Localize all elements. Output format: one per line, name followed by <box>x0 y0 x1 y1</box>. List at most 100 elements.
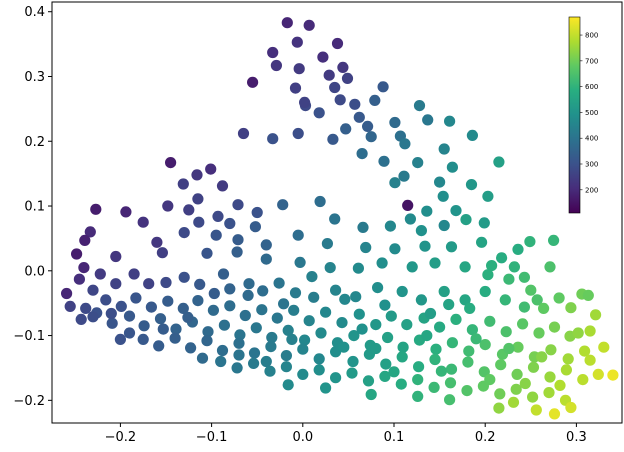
scatter-point <box>429 257 441 269</box>
scatter-point <box>266 331 278 344</box>
scatter-point <box>536 351 548 363</box>
scatter-point <box>444 394 456 406</box>
scatter-point <box>308 291 320 303</box>
scatter-point <box>560 364 573 376</box>
scatter-point <box>224 283 236 295</box>
scatter-point <box>429 353 441 366</box>
scatter-point <box>90 203 102 215</box>
scatter-point <box>210 229 222 241</box>
scatter-point <box>143 278 155 290</box>
x-tick-label: 0.2 <box>475 430 496 445</box>
scatter-point <box>78 262 90 274</box>
scatter-point <box>466 129 478 141</box>
scatter-point <box>224 217 236 230</box>
scatter-point <box>313 353 325 365</box>
scatter-point <box>419 240 431 252</box>
scatter-point <box>463 345 475 357</box>
scatter-point <box>289 287 302 299</box>
scatter-point <box>362 120 374 132</box>
scatter-point <box>250 322 262 334</box>
scatter-point <box>444 115 456 127</box>
scatter-point <box>162 295 174 307</box>
scatter-point <box>438 219 450 232</box>
scatter-point <box>459 294 471 306</box>
scatter-point <box>365 131 377 143</box>
scatter-point <box>461 385 473 397</box>
scatter-point <box>415 225 427 237</box>
scatter-point <box>544 371 556 383</box>
scatter-point <box>582 289 594 301</box>
scatter-point <box>278 298 290 310</box>
scatter-point <box>100 294 112 306</box>
scatter-point <box>348 330 360 342</box>
y-tick-label: 0.4 <box>24 5 45 20</box>
scatter-point <box>510 383 522 395</box>
scatter-point <box>464 302 476 314</box>
scatter-point <box>114 333 126 345</box>
scatter-point <box>192 295 204 307</box>
scatter-point <box>339 293 351 305</box>
scatter-point <box>499 294 511 306</box>
scatter-point <box>170 323 182 335</box>
scatter-point <box>237 127 250 140</box>
scatter-point <box>478 366 490 378</box>
scatter-point <box>273 277 285 289</box>
y-tick-label: 0.1 <box>24 200 45 215</box>
scatter-point <box>385 310 397 322</box>
scatter-point <box>530 404 542 416</box>
scatter-point <box>215 355 227 368</box>
scatter-point <box>360 241 372 254</box>
x-tick-label: −0.1 <box>196 430 228 445</box>
scatter-point <box>177 302 189 314</box>
scatter-point <box>527 361 540 373</box>
scatter-point <box>365 388 377 401</box>
scatter-point <box>157 323 169 335</box>
scatter-point <box>193 216 205 228</box>
scatter-point <box>282 379 294 391</box>
scatter-point <box>484 315 496 327</box>
scatter-point <box>493 156 505 168</box>
scatter-point <box>353 111 365 123</box>
scatter-point <box>500 326 512 338</box>
scatter-point <box>265 341 277 353</box>
scatter-point <box>218 319 230 331</box>
scatter-point <box>232 234 244 246</box>
scatter-point <box>169 332 181 344</box>
scatter-point <box>94 268 106 280</box>
scatter-point <box>321 238 333 250</box>
scatter-point <box>479 339 491 351</box>
scatter-point <box>512 341 524 353</box>
x-axis: −0.2 −0.1 0.0 0.1 0.2 0.3 <box>105 423 587 445</box>
scatter-point <box>64 300 76 312</box>
scatter-point <box>331 37 344 50</box>
scatter-point <box>306 271 318 283</box>
scatter-point <box>479 285 491 298</box>
scatter-point <box>286 333 298 345</box>
colorbar-tick-label: 600 <box>585 83 598 91</box>
scatter-point <box>277 199 289 211</box>
scatter-point <box>527 391 539 403</box>
y-tick-label: 0.2 <box>24 135 45 150</box>
scatter-point <box>105 307 117 320</box>
scatter-point <box>208 287 220 300</box>
scatter-point <box>194 278 206 290</box>
scatter-point <box>553 292 565 304</box>
scatter-point <box>349 98 361 110</box>
scatter-point <box>336 317 348 329</box>
scatter-point <box>398 170 410 182</box>
scatter-point <box>357 221 369 233</box>
scatter-point <box>280 350 292 362</box>
scatter-point <box>341 72 354 84</box>
scatter-point <box>397 341 409 353</box>
scatter-point <box>413 100 426 112</box>
scatter-point <box>151 236 163 248</box>
x-tick-label: 0.0 <box>292 430 313 445</box>
scatter-point <box>233 349 245 361</box>
scatter-point <box>329 81 341 94</box>
scatter-point <box>478 217 490 229</box>
scatter-point <box>257 285 269 297</box>
y-tick-label: 0.0 <box>24 264 45 279</box>
scatter-point <box>517 318 529 330</box>
scatter-point <box>438 143 450 155</box>
scatter-point <box>494 388 506 400</box>
